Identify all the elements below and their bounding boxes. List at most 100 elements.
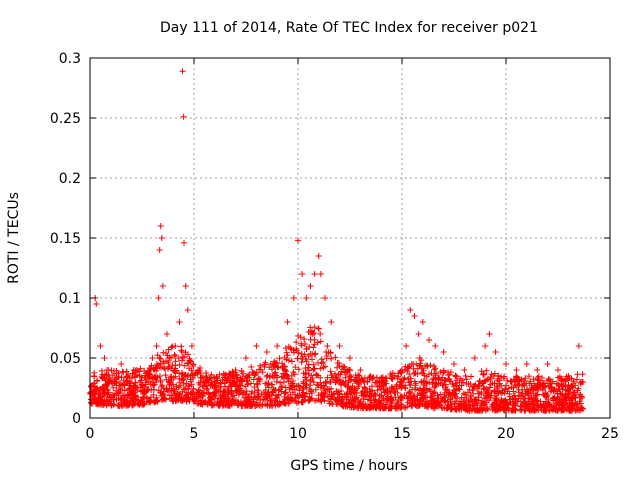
data-point	[411, 313, 418, 319]
data-point	[532, 402, 539, 409]
data-point	[162, 365, 169, 372]
data-point	[336, 377, 343, 384]
data-point	[266, 364, 273, 371]
data-point	[320, 364, 327, 371]
data-point	[347, 355, 353, 361]
data-point	[417, 390, 424, 397]
data-point	[217, 387, 224, 394]
data-point	[556, 395, 563, 402]
data-point	[295, 237, 301, 244]
data-point	[433, 402, 440, 409]
data-point	[521, 382, 528, 389]
data-point	[336, 343, 343, 349]
data-point	[576, 404, 583, 411]
x-tick-label: 20	[497, 426, 515, 442]
data-point	[91, 373, 98, 379]
data-points	[87, 68, 586, 414]
data-point	[317, 338, 324, 345]
data-point	[334, 360, 341, 367]
data-point	[554, 407, 561, 414]
data-point	[495, 388, 502, 395]
data-point	[296, 387, 303, 394]
data-point	[270, 363, 277, 370]
data-point	[545, 399, 552, 406]
data-point	[115, 395, 122, 402]
data-point	[391, 390, 398, 397]
data-point	[377, 400, 384, 407]
data-point	[543, 393, 550, 400]
data-point	[139, 387, 146, 394]
data-point	[332, 354, 339, 361]
data-point	[508, 378, 515, 385]
data-point	[440, 368, 447, 375]
data-point	[332, 370, 339, 377]
data-point	[280, 398, 287, 405]
data-point	[492, 407, 499, 414]
data-point	[484, 376, 491, 383]
data-point	[556, 373, 563, 380]
data-point	[109, 372, 116, 379]
data-point	[240, 389, 247, 396]
data-point	[190, 363, 197, 370]
data-point	[168, 395, 175, 402]
data-point	[410, 365, 417, 372]
data-point	[414, 396, 421, 403]
data-point	[347, 373, 354, 380]
data-point	[284, 352, 291, 359]
data-point	[307, 283, 314, 289]
data-point	[441, 389, 448, 396]
data-point	[362, 404, 369, 411]
data-point	[243, 355, 249, 361]
data-point	[433, 381, 440, 388]
data-point	[278, 384, 285, 391]
data-point	[567, 405, 574, 412]
data-point	[296, 393, 303, 400]
data-point	[571, 402, 578, 409]
data-point	[317, 271, 324, 277]
data-point	[368, 392, 375, 399]
data-point	[487, 375, 494, 382]
data-point	[455, 405, 462, 412]
data-point	[129, 402, 136, 409]
data-point	[361, 385, 368, 392]
data-point	[144, 395, 151, 402]
data-point	[240, 370, 247, 377]
data-point	[280, 363, 287, 370]
data-point	[150, 364, 157, 371]
data-point	[430, 363, 437, 370]
data-point	[272, 402, 279, 409]
data-point	[111, 379, 118, 386]
data-point	[137, 399, 144, 406]
data-point	[165, 346, 172, 353]
data-point	[96, 395, 103, 402]
data-point	[555, 367, 561, 373]
data-point	[424, 363, 431, 370]
data-point	[447, 369, 454, 376]
data-point	[511, 378, 518, 385]
data-point	[562, 382, 569, 389]
data-point	[449, 392, 456, 399]
data-point	[412, 369, 419, 376]
data-point	[297, 334, 304, 341]
data-point	[402, 382, 409, 389]
data-point	[451, 387, 458, 394]
data-point	[574, 371, 581, 378]
data-point	[449, 381, 456, 388]
data-point	[255, 387, 262, 394]
x-axis-label: GPS time / hours	[290, 458, 407, 474]
data-point	[138, 374, 145, 381]
data-point	[318, 356, 325, 363]
data-point	[455, 385, 462, 392]
data-point	[302, 371, 309, 378]
data-point	[518, 376, 525, 383]
data-point	[481, 401, 488, 408]
data-point	[118, 401, 125, 408]
data-point	[491, 370, 498, 377]
data-point	[491, 380, 498, 387]
data-point	[124, 394, 131, 401]
data-point	[335, 388, 342, 395]
data-point	[113, 367, 120, 374]
data-point	[522, 375, 529, 382]
data-point	[148, 387, 155, 394]
data-point	[367, 373, 374, 379]
